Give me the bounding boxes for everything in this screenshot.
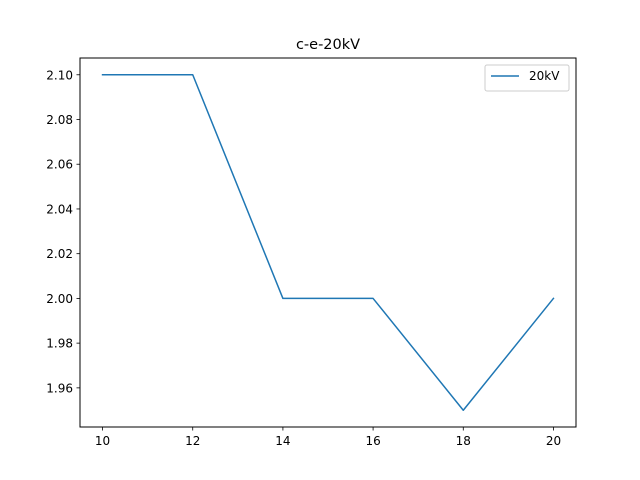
- legend-box: [484, 64, 570, 92]
- x-tick-label: 10: [95, 434, 110, 448]
- y-tick-label: 2.06: [46, 158, 73, 172]
- x-tick-label: 12: [185, 434, 200, 448]
- y-tick-label: 2.10: [46, 68, 73, 82]
- legend: 20kV: [484, 64, 570, 92]
- legend-label-20kv: 20kV: [529, 69, 560, 83]
- x-tick-label: 16: [365, 434, 380, 448]
- series-layer: [101, 74, 555, 411]
- x-tick-label: 18: [456, 434, 471, 448]
- y-tick-label: 2.04: [46, 202, 73, 216]
- x-tick-label: 14: [275, 434, 290, 448]
- y-tick-label: 1.98: [46, 337, 73, 351]
- series-line-20kv: [101, 74, 555, 411]
- y-tick-label: 2.02: [46, 247, 73, 261]
- y-axis: 1.96 1.98 2.00 2.02 2.04 2.06 2.08 2.10: [46, 68, 80, 395]
- plot-frame: [79, 57, 577, 428]
- x-axis: 10 12 14 16 18 20: [95, 427, 561, 448]
- chart-title: c-e-20kV: [296, 37, 360, 53]
- plot-area: [80, 58, 576, 427]
- x-tick-label: 20: [546, 434, 561, 448]
- y-tick-label: 2.08: [46, 113, 73, 127]
- y-tick-label: 1.96: [46, 381, 73, 395]
- y-tick-label: 2.00: [46, 292, 73, 306]
